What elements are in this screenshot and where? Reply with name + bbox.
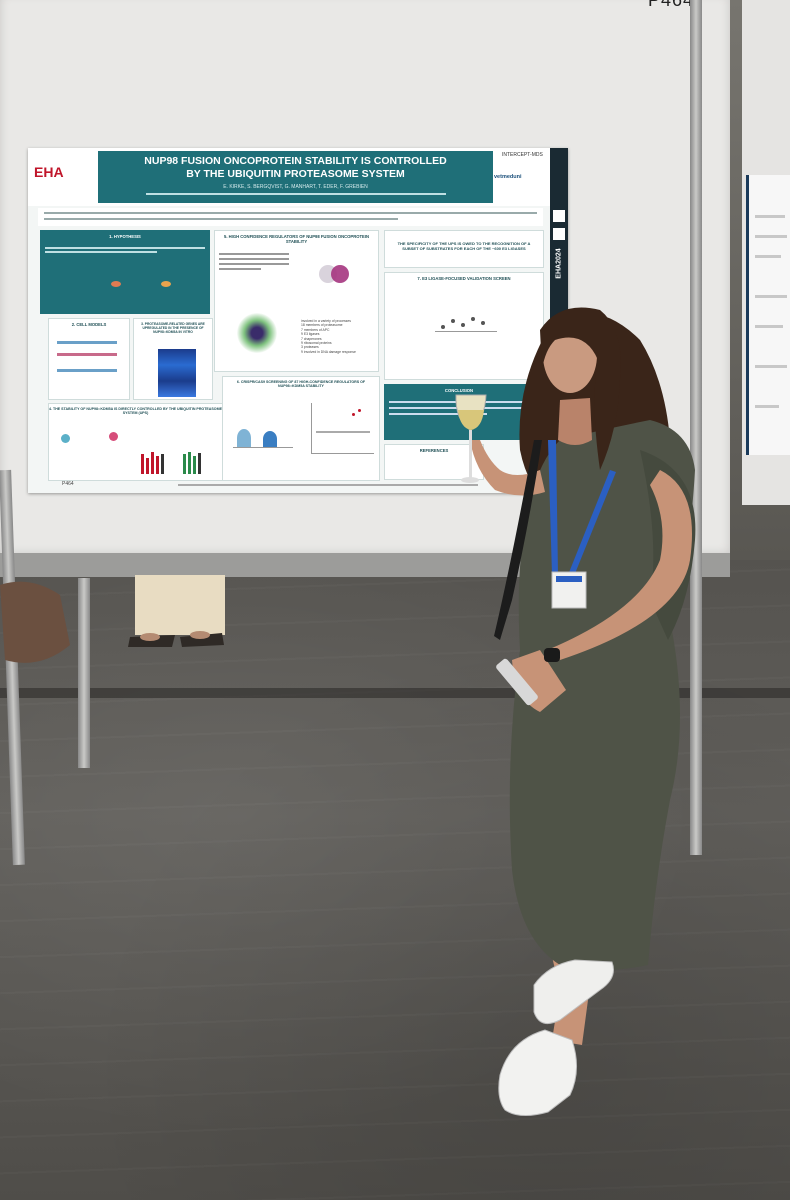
sneaker-left [498, 1029, 577, 1116]
poster-introduction [38, 208, 543, 226]
panel-heading: THE SPECIFICITY OF THE UPS IS OWED TO TH… [397, 241, 531, 251]
heatmap [158, 349, 196, 397]
panel-cell-models: 2. CELL MODELS [48, 318, 130, 400]
bag-strap [494, 440, 542, 640]
funding-note [178, 483, 478, 487]
panel-heading: 1. HYPOTHESIS [109, 234, 141, 239]
board-number: P464 [648, 0, 695, 10]
poster-header: EHA NUP98 FUSION ONCOPROTEIN STABILITY I… [28, 148, 568, 206]
eha-logo: EHA [34, 164, 64, 180]
panel-heading: CONCLUSION [444, 388, 474, 393]
qr-code-icon [553, 228, 565, 240]
poster-title-line1: NUP98 FUSION ONCOPROTEIN STABILITY IS CO… [144, 155, 447, 167]
panel-heading: 4. THE STABILITY OF NUP98::KDM5A IS DIRE… [49, 407, 222, 415]
neighbor-poster [746, 175, 790, 455]
panel-heading: 7. E3 LIGASE-FOCUSED VALIDATION SCREEN [417, 276, 511, 281]
panel-proteasome-genes: 3. PROTEASOME-RELATED GENES ARE UPREGULA… [133, 318, 213, 400]
protein-network [237, 313, 277, 353]
panel-heading: 5. HIGH CONFIDENCE REGULATORS OF NUP98 F… [223, 234, 370, 244]
panel-heading: 3. PROTEASOME-RELATED GENES ARE UPREGULA… [141, 322, 205, 334]
panel-validation-screen: 7. E3 LIGASE-FOCUSED VALIDATION SCREEN [384, 272, 544, 380]
bar-chart [139, 444, 173, 474]
panel-crispr-screen: 6. CRISPR/CAS9 SCREENING OF 87 HIGH-CONF… [222, 376, 380, 481]
background-visitors [0, 575, 225, 663]
panel-heading: REFERENCES [419, 448, 449, 453]
panel-specificity: THE SPECIFICITY OF THE UPS IS OWED TO TH… [384, 230, 544, 268]
lanyard [548, 440, 558, 575]
dot-plot [435, 307, 497, 357]
phone-icon [496, 658, 538, 706]
scatter-plot [311, 403, 374, 454]
bar-chart [181, 444, 215, 474]
qr-code-icon [553, 210, 565, 222]
scientific-poster: EHA NUP98 FUSION ONCOPROTEIN STABILITY I… [28, 148, 568, 493]
poster-code: P464 [62, 481, 74, 487]
board-pole-right [690, 0, 702, 855]
board-pole-back [78, 578, 90, 768]
poster-affiliations [98, 192, 493, 196]
smartwatch-icon [544, 648, 560, 662]
poster-title-banner: NUP98 FUSION ONCOPROTEIN STABILITY IS CO… [98, 151, 493, 203]
poster-title-line2: BY THE UBIQUITIN PROTEASOME SYSTEM [186, 168, 405, 180]
sneaker-right [533, 959, 614, 1025]
panel-hypothesis: 1. HYPOTHESIS [40, 230, 210, 314]
panel-regulators: 5. HIGH CONFIDENCE REGULATORS OF NUP98 F… [214, 230, 379, 372]
panel-heading: 2. CELL MODELS [71, 322, 107, 327]
panel-heading: 6. CRISPR/CAS9 SCREENING OF 87 HIGH-CONF… [236, 380, 366, 388]
poster-authors: E. KIRKE, S. BERGQVIST, G. MANHART, T. E… [223, 184, 368, 190]
flow-histogram [233, 417, 293, 448]
protein-icon [111, 281, 121, 287]
sponsor-logo-vetmeduni: vetmeduni [494, 174, 522, 180]
floor-joint [0, 688, 790, 698]
protein-icon [161, 281, 171, 287]
regulator-list: involved in a variety of processes 18 me… [301, 319, 356, 354]
panel-ups-stability: 4. THE STABILITY OF NUP98::KDM5A IS DIRE… [48, 403, 223, 481]
sponsor-logo-intercept: INTERCEPT-MDS [502, 152, 543, 158]
